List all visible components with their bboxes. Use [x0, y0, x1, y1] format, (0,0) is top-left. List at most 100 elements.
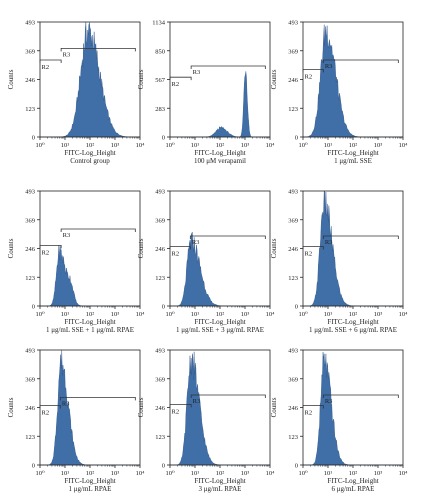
gate-bracket	[302, 246, 324, 250]
y-tick-label: 123	[155, 275, 165, 282]
y-tick-label: 493	[25, 348, 35, 355]
gate-label: R3	[325, 398, 333, 405]
y-tick-label: 493	[288, 189, 298, 196]
gate-label: R3	[62, 400, 70, 407]
x-tick-label: 10¹	[61, 142, 70, 149]
x-tick-label: 10⁰	[298, 311, 308, 318]
x-tick-label: 10²	[216, 311, 225, 318]
y-axis-label: Counts	[137, 397, 145, 417]
y-tick-label: 246	[25, 405, 36, 412]
y-tick-label: 493	[288, 348, 298, 355]
x-tick-label: 10³	[374, 311, 383, 318]
x-tick-label: 10¹	[191, 142, 200, 149]
histogram-area	[302, 24, 403, 138]
histogram-panel: 0 123 246 369 493 10⁰ 10¹ 10² 10³ 10⁴ FITC-Log_Hei…	[270, 189, 408, 335]
x-axis-label: FITC-Log_Height	[327, 318, 378, 326]
gate-label: R3	[63, 51, 71, 58]
gate-bracket	[322, 235, 399, 240]
gate-bracket	[60, 228, 136, 233]
x-tick-label: 10⁴	[266, 311, 276, 318]
gate-label: R2	[172, 408, 180, 415]
histogram-panel: 0 123 246 369 493 10⁰ 10¹ 10² 10³ 10⁴ FITC-Log_Hei…	[137, 189, 275, 335]
histogram-area	[170, 71, 270, 138]
histogram-panel: 0 123 246 369 493 10⁰ 10¹ 10² 10³ 10⁴ FITC-Log_Hei…	[7, 348, 145, 494]
x-axis-label: FITC-Log_Height	[64, 477, 115, 485]
y-tick-label: 0	[162, 463, 165, 470]
y-tick-label: 1134	[152, 20, 166, 27]
x-axis-label: FITC-Log_Height	[64, 318, 115, 326]
y-tick-label: 369	[288, 376, 298, 383]
x-tick-label: 10³	[241, 311, 250, 318]
gate-bracket	[169, 246, 191, 250]
y-tick-label: 369	[25, 48, 35, 55]
panel-caption: 1 μg/mL SSE + 3 μg/mL RPAE	[176, 326, 264, 334]
gate-bracket	[39, 405, 61, 409]
histogram-area	[170, 231, 270, 307]
panel-caption: 3 μg/mL RPAE	[199, 485, 242, 493]
x-axis-label: FITC-Log_Height	[327, 149, 378, 157]
y-tick-label: 0	[32, 135, 35, 142]
gate-label: R3	[192, 239, 200, 246]
x-tick-label: 10²	[216, 142, 225, 149]
histogram-panel: 0 123 246 369 493 10⁰ 10¹ 10² 10³ 10⁴ FITC-Log_Hei…	[270, 20, 408, 166]
histogram-panel: 0 283 567 850 1134 10⁰ 10¹ 10² 10³ 10⁴ FITC-Log_He…	[137, 20, 275, 166]
y-tick-label: 0	[32, 463, 35, 470]
x-tick-label: 10³	[111, 470, 120, 477]
gate-label: R2	[305, 251, 313, 258]
y-axis-label: Counts	[137, 69, 145, 89]
x-tick-label: 10¹	[61, 470, 70, 477]
x-tick-label: 10⁰	[165, 142, 175, 149]
y-tick-label: 246	[155, 246, 166, 253]
gate-bracket	[169, 76, 192, 81]
gate-label: R2	[42, 249, 50, 256]
y-axis-label: Counts	[7, 238, 15, 258]
y-tick-label: 493	[25, 20, 35, 27]
x-tick-label: 10⁴	[399, 311, 409, 318]
y-tick-label: 246	[288, 77, 299, 84]
y-tick-label: 246	[155, 405, 166, 412]
gate-label: R3	[193, 398, 201, 405]
y-tick-label: 246	[288, 246, 299, 253]
y-tick-label: 246	[25, 77, 36, 84]
y-tick-label: 123	[155, 434, 165, 441]
x-tick-label: 10⁰	[35, 142, 45, 149]
x-tick-label: 10⁴	[266, 470, 276, 477]
y-tick-label: 850	[155, 48, 165, 55]
gate-bracket	[169, 403, 192, 408]
y-tick-label: 0	[295, 135, 298, 142]
y-tick-label: 123	[288, 434, 298, 441]
x-tick-label: 10⁰	[35, 311, 45, 318]
x-tick-label: 10²	[86, 142, 95, 149]
y-tick-label: 0	[32, 304, 35, 311]
y-tick-label: 567	[155, 77, 166, 84]
x-tick-label: 10²	[86, 470, 95, 477]
y-tick-label: 123	[288, 275, 298, 282]
y-tick-label: 246	[288, 405, 299, 412]
x-axis-label: FITC-Log_Height	[194, 477, 245, 485]
y-tick-label: 123	[25, 434, 35, 441]
histogram-area	[40, 245, 140, 307]
gate-bracket	[302, 405, 324, 409]
gate-bracket	[189, 235, 266, 240]
y-tick-label: 369	[25, 217, 35, 224]
histogram-area	[303, 352, 403, 466]
gate-label: R3	[63, 232, 71, 239]
x-axis-label: FITC-Log_Height	[194, 149, 245, 157]
x-tick-label: 10³	[374, 470, 383, 477]
x-tick-label: 10³	[111, 142, 120, 149]
gate-bracket	[39, 59, 62, 64]
panel-caption: 100 μM verapamil	[194, 157, 246, 165]
x-tick-label: 10³	[241, 470, 250, 477]
x-tick-label: 10¹	[191, 470, 200, 477]
y-tick-label: 246	[25, 246, 36, 253]
y-tick-label: 283	[155, 106, 165, 113]
gate-label: R2	[172, 251, 180, 258]
x-axis-label: FITC-Log_Height	[64, 149, 115, 157]
histogram-panel: 0 123 246 369 493 10⁰ 10¹ 10² 10³ 10⁴ FITC-Log_Hei…	[7, 189, 145, 335]
x-tick-label: 10¹	[61, 311, 70, 318]
gate-bracket	[190, 394, 266, 399]
gate-label: R2	[42, 410, 50, 417]
x-tick-label: 10⁰	[298, 142, 308, 149]
x-tick-label: 10¹	[191, 311, 200, 318]
histogram-area	[40, 349, 140, 466]
